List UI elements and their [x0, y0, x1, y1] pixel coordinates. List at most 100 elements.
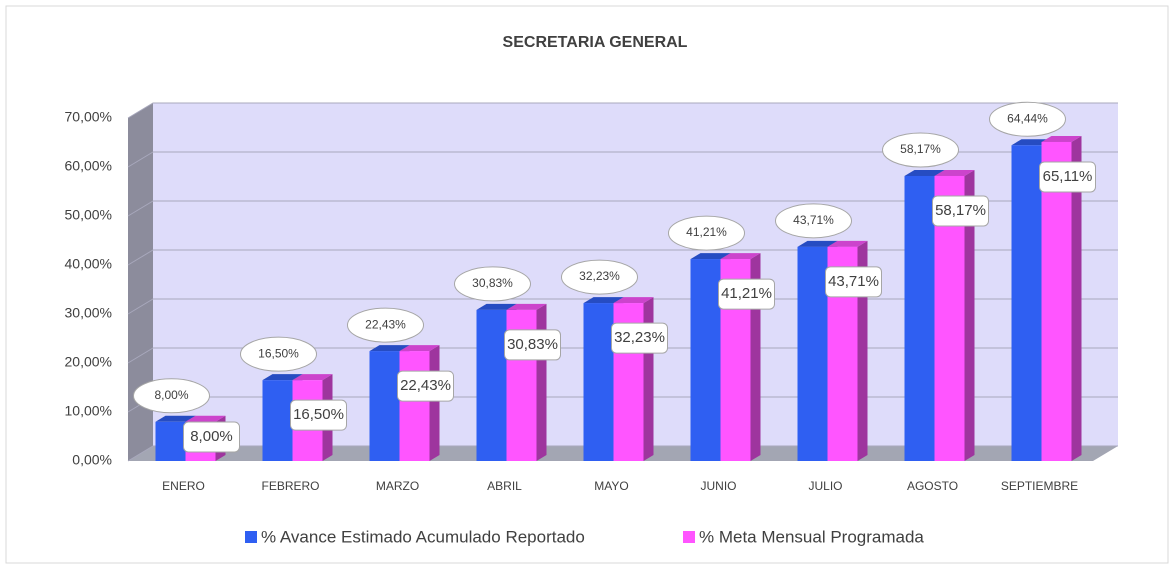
bar-side: [429, 345, 440, 461]
y-tick-label: 0,00%: [72, 452, 112, 468]
x-tick-label: AGOSTO: [907, 479, 958, 493]
grid-line: [127, 347, 1118, 364]
bar-side: [536, 303, 547, 461]
legend-swatch: [683, 531, 695, 543]
bar-top: [155, 415, 196, 422]
y-tick-label: 10,00%: [65, 403, 112, 419]
label-bubble: [882, 132, 959, 168]
label-box: [611, 322, 668, 354]
label-box: [290, 399, 347, 431]
label-box: [1039, 161, 1096, 193]
grid-line: [127, 102, 1118, 119]
data-label: 22,43%: [400, 377, 451, 394]
data-label: 8,00%: [154, 388, 188, 402]
bar-top: [1041, 135, 1082, 142]
x-tick-label: JUNIO: [701, 479, 737, 493]
label-box: [183, 421, 240, 453]
x-tick-label: MARZO: [376, 479, 419, 493]
label-bubble: [561, 259, 638, 295]
label-bubble: [454, 266, 531, 302]
y-tick-label: 60,00%: [65, 158, 112, 174]
bar: [506, 303, 547, 461]
bar-front: [476, 309, 507, 461]
data-label: 22,43%: [365, 317, 406, 331]
bar-front: [690, 259, 721, 461]
bar-top: [583, 297, 624, 304]
y-tick-label: 70,00%: [65, 109, 112, 125]
bar: [613, 297, 654, 461]
bar-front: [1011, 145, 1042, 461]
label-box: [932, 195, 989, 227]
bar-front: [904, 175, 935, 462]
label-bubble: [347, 307, 424, 343]
label-box: [504, 329, 561, 361]
label-box: [718, 278, 775, 310]
bar-front: [155, 421, 186, 461]
label-box: [825, 266, 882, 298]
bar-top: [399, 345, 440, 352]
x-tick-label: JULIO: [808, 479, 842, 493]
bar-top: [262, 374, 303, 381]
grid-line: [127, 200, 1118, 217]
x-tick-label: FEBRERO: [261, 479, 319, 493]
data-label: 58,17%: [900, 142, 941, 156]
data-label: 8,00%: [190, 428, 233, 445]
bar-top: [613, 297, 654, 304]
y-tick-label: 50,00%: [65, 207, 112, 223]
data-label: 32,23%: [579, 269, 620, 283]
bar-top: [827, 240, 868, 247]
bar-top: [904, 169, 945, 176]
bar-top: [185, 415, 226, 422]
data-label: 41,21%: [721, 285, 772, 302]
y-tick-label: 30,00%: [65, 305, 112, 321]
x-tick-label: SEPTIEMBRE: [1001, 479, 1078, 493]
legend-label: % Avance Estimado Acumulado Reportado: [261, 527, 585, 546]
legend-label: % Meta Mensual Programada: [699, 527, 924, 546]
grid-line: [127, 298, 1118, 315]
bar-front: [399, 351, 430, 461]
data-label: 43,71%: [793, 213, 834, 227]
bar-front: [583, 303, 614, 461]
label-bubble: [989, 101, 1066, 137]
data-label: 58,17%: [935, 202, 986, 219]
data-label: 32,23%: [614, 329, 665, 346]
x-tick-label: MAYO: [594, 479, 628, 493]
bar-top: [720, 253, 761, 260]
bar-front: [369, 351, 400, 461]
bar: [1041, 135, 1082, 461]
data-label: 16,50%: [258, 346, 299, 360]
bar-top: [797, 240, 838, 247]
bar-top: [369, 345, 410, 352]
side-wall: [128, 103, 153, 461]
data-label: 30,83%: [472, 276, 513, 290]
data-label: 30,83%: [507, 336, 558, 353]
data-label: 16,50%: [293, 406, 344, 423]
bar-top: [476, 303, 517, 310]
data-label: 41,21%: [686, 225, 727, 239]
y-tick-label: 40,00%: [65, 256, 112, 272]
legend-swatch: [245, 531, 257, 543]
bar-front: [1041, 141, 1072, 461]
bar: [399, 345, 440, 461]
label-bubble: [775, 203, 852, 239]
label-box: [397, 370, 454, 402]
data-label: 43,71%: [828, 273, 879, 290]
label-bubble: [133, 378, 210, 414]
data-label: 64,44%: [1007, 111, 1048, 125]
bar-top: [690, 253, 731, 260]
bar-side: [1071, 135, 1082, 461]
bar-front: [262, 380, 293, 461]
grid-line: [127, 249, 1118, 266]
grid-line: [127, 151, 1118, 168]
label-bubble: [668, 215, 745, 251]
bar-top: [506, 303, 547, 310]
label-bubble: [240, 336, 317, 372]
bar-side: [964, 169, 975, 462]
bar-front: [797, 246, 828, 461]
bar-side: [643, 297, 654, 461]
bar-top: [934, 169, 975, 176]
grid-line: [127, 445, 1118, 462]
x-tick-label: ABRIL: [487, 479, 522, 493]
x-tick-label: ENERO: [162, 479, 205, 493]
